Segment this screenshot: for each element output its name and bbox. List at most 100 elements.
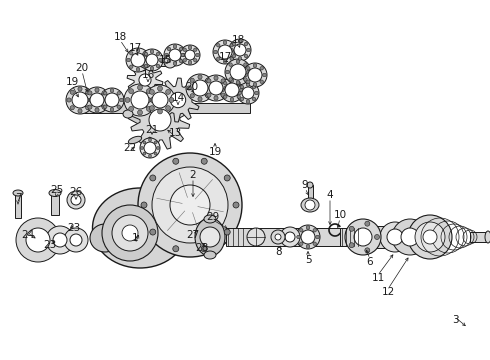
Circle shape [229, 63, 232, 66]
Circle shape [112, 215, 148, 251]
Circle shape [237, 82, 259, 104]
Circle shape [230, 64, 246, 80]
Circle shape [243, 63, 267, 87]
Circle shape [233, 202, 239, 208]
Circle shape [166, 89, 171, 94]
Circle shape [70, 234, 82, 246]
Circle shape [255, 91, 258, 95]
Circle shape [237, 81, 241, 85]
Circle shape [365, 221, 370, 226]
Circle shape [230, 44, 233, 47]
Circle shape [179, 47, 183, 51]
Circle shape [221, 88, 224, 92]
Circle shape [152, 167, 228, 243]
Text: 17: 17 [128, 43, 142, 53]
Text: 23: 23 [44, 240, 57, 250]
Text: 16: 16 [142, 70, 155, 80]
Text: 8: 8 [276, 247, 282, 257]
Ellipse shape [90, 224, 120, 252]
Circle shape [225, 83, 239, 97]
Ellipse shape [204, 251, 216, 259]
Circle shape [136, 49, 140, 52]
Circle shape [223, 60, 227, 63]
Circle shape [86, 106, 90, 110]
Circle shape [103, 105, 107, 108]
Circle shape [240, 88, 243, 92]
Circle shape [226, 70, 229, 74]
Circle shape [260, 80, 264, 84]
Circle shape [131, 91, 149, 109]
Circle shape [229, 39, 251, 61]
Circle shape [206, 78, 210, 82]
Circle shape [194, 59, 197, 62]
Circle shape [173, 62, 177, 65]
Circle shape [299, 242, 303, 246]
Circle shape [248, 68, 262, 82]
Circle shape [186, 74, 214, 102]
Ellipse shape [93, 188, 188, 268]
Circle shape [141, 49, 163, 71]
Circle shape [214, 96, 218, 100]
Polygon shape [340, 228, 363, 246]
Circle shape [236, 60, 240, 63]
Circle shape [238, 91, 241, 95]
Circle shape [144, 52, 148, 56]
Circle shape [280, 227, 300, 247]
Polygon shape [130, 90, 190, 150]
Circle shape [252, 97, 256, 101]
Circle shape [84, 87, 110, 113]
Circle shape [149, 106, 154, 111]
Circle shape [238, 40, 242, 43]
Circle shape [138, 110, 143, 115]
Circle shape [223, 41, 227, 44]
Circle shape [230, 48, 233, 52]
Circle shape [238, 57, 242, 60]
Circle shape [129, 51, 133, 55]
Text: 18: 18 [231, 35, 245, 45]
Circle shape [66, 86, 94, 114]
Circle shape [156, 52, 160, 56]
Circle shape [307, 182, 313, 188]
Circle shape [224, 175, 230, 181]
Circle shape [150, 98, 155, 103]
Circle shape [380, 222, 410, 252]
Circle shape [110, 108, 114, 111]
Circle shape [244, 42, 248, 46]
Text: 18: 18 [113, 32, 126, 42]
Circle shape [246, 80, 250, 84]
Circle shape [192, 80, 208, 96]
Circle shape [415, 222, 445, 252]
Circle shape [16, 218, 60, 262]
Circle shape [237, 95, 241, 99]
Text: 2: 2 [190, 170, 196, 180]
Circle shape [86, 90, 90, 94]
Circle shape [247, 228, 265, 246]
Circle shape [217, 57, 220, 60]
Circle shape [301, 230, 315, 244]
Circle shape [181, 53, 184, 57]
Circle shape [122, 225, 138, 241]
Polygon shape [51, 195, 59, 215]
Circle shape [146, 54, 158, 66]
Circle shape [141, 147, 144, 149]
Circle shape [124, 84, 156, 116]
Circle shape [88, 91, 92, 95]
Circle shape [85, 98, 89, 102]
Circle shape [203, 75, 229, 101]
Circle shape [95, 108, 99, 112]
Circle shape [146, 98, 151, 103]
Circle shape [230, 98, 234, 101]
Circle shape [253, 64, 257, 67]
Circle shape [299, 229, 303, 232]
Circle shape [164, 44, 186, 66]
Circle shape [233, 50, 236, 54]
Text: 13: 13 [169, 128, 182, 138]
Circle shape [374, 234, 379, 239]
Circle shape [232, 54, 236, 58]
Circle shape [187, 86, 191, 90]
Circle shape [190, 94, 195, 98]
Text: 29: 29 [206, 212, 220, 222]
Circle shape [131, 53, 145, 67]
Circle shape [146, 58, 149, 62]
Polygon shape [15, 195, 21, 218]
